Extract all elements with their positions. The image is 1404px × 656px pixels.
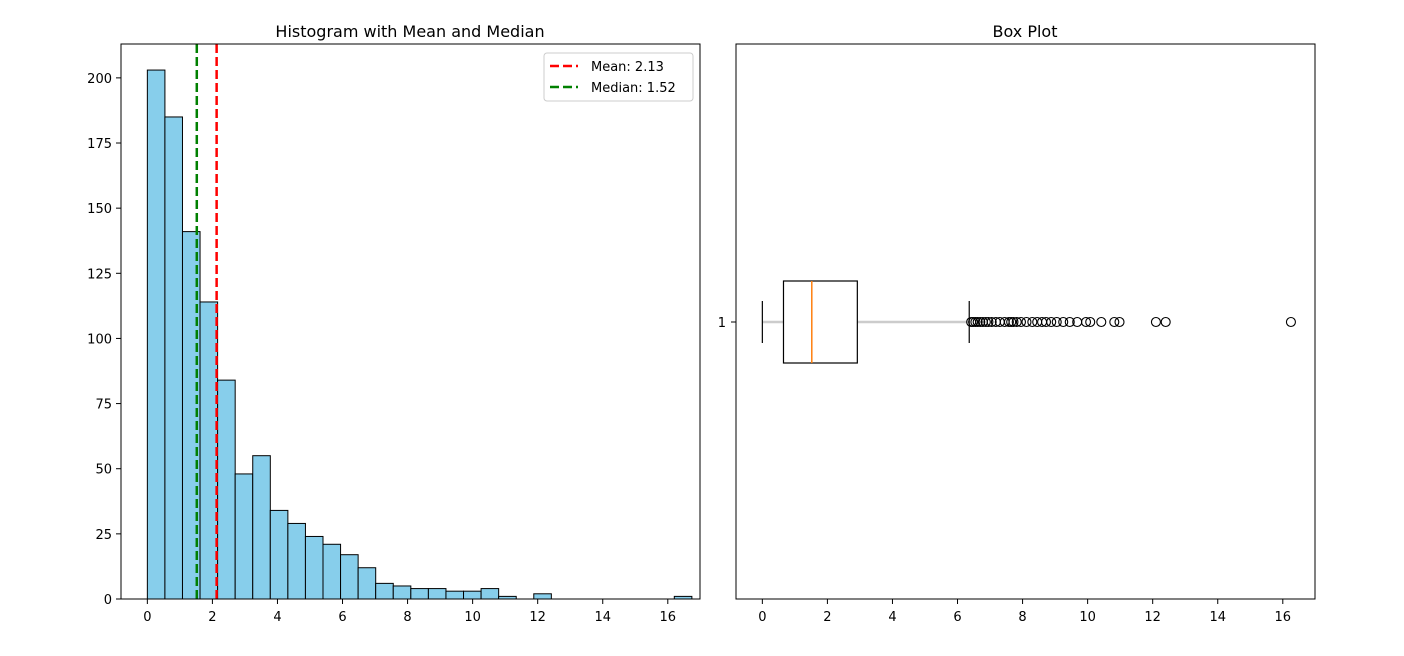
histogram-bar — [392, 585, 412, 600]
histogram-bar — [234, 473, 254, 600]
boxplot-x-tick-label: 16 — [1275, 610, 1292, 625]
boxplot-outlier-point — [1040, 316, 1052, 328]
histogram-bar — [375, 582, 394, 600]
boxplot-outlier-point — [1011, 316, 1022, 328]
boxplot-y-axis: 1 — [718, 316, 736, 331]
histogram-plot-frame — [120, 43, 701, 600]
boxplot-y-tick-label: 1 — [718, 316, 726, 331]
histogram-x-tick-label: 8 — [403, 610, 411, 625]
histogram-bar — [164, 116, 183, 600]
histogram-y-tick-label: 175 — [87, 137, 112, 152]
histogram-x-tick-label: 14 — [594, 610, 611, 625]
boxplot-body — [761, 280, 970, 364]
boxplot-outlier-point — [980, 316, 991, 328]
histogram-bar — [322, 543, 342, 600]
boxplot-x-tick-label: 4 — [888, 610, 896, 625]
histogram-x-tick-label: 4 — [273, 610, 281, 625]
boxplot-outlier-point — [1109, 316, 1120, 328]
histogram-title: Histogram with Mean and Median — [275, 22, 544, 41]
boxplot-title: Box Plot — [993, 22, 1058, 41]
boxplot-outlier-point — [1160, 316, 1171, 328]
boxplot-outlier-point — [975, 316, 986, 328]
boxplot-outlier-point — [986, 316, 997, 328]
histogram-x-tick-label: 0 — [143, 610, 151, 625]
histogram-bar — [340, 554, 359, 600]
legend-mean-label: Mean: 2.13 — [591, 60, 664, 75]
histogram-bar — [217, 379, 236, 600]
histogram-y-tick-label: 75 — [95, 398, 112, 413]
histogram-y-tick-label: 100 — [87, 332, 112, 347]
boxplot-outlier-point — [1285, 316, 1296, 328]
boxplot-outlier-point — [1008, 316, 1019, 328]
boxplot-panel: Box Plot 0 2 4 6 8 10 12 14 16 1 — [718, 22, 1316, 625]
histogram-bar — [533, 593, 552, 600]
histogram-bar — [304, 535, 324, 600]
histogram-y-tick-label: 50 — [95, 463, 112, 478]
boxplot-outlier-point — [983, 316, 994, 328]
boxplot-x-tick-label: 0 — [758, 610, 766, 625]
boxplot-outlier-point — [1150, 316, 1161, 328]
histogram-legend: Mean: 2.13 Median: 1.52 — [543, 52, 694, 102]
boxplot-x-axis: 0 2 4 6 8 10 12 14 16 — [758, 599, 1291, 625]
boxplot-outlier-point — [1096, 316, 1107, 328]
histogram-y-tick-label: 25 — [95, 528, 112, 543]
boxplot-plot-frame — [735, 43, 1316, 600]
histogram-y-tick-label: 125 — [87, 267, 112, 282]
histogram-x-tick-label: 10 — [464, 610, 481, 625]
histogram-bar — [445, 590, 465, 600]
histogram-bar — [357, 567, 377, 600]
boxplot-outlier-point — [1015, 316, 1027, 328]
histogram-bar — [427, 588, 447, 600]
boxplot-x-tick-label: 6 — [953, 610, 961, 625]
histogram-bar — [269, 509, 289, 600]
histogram-x-tick-label: 16 — [660, 610, 677, 625]
boxplot-outlier-point — [1085, 316, 1096, 328]
histogram-x-axis: 0 2 4 6 8 10 12 14 16 — [143, 599, 676, 625]
histogram-reference-lines — [195, 44, 218, 599]
boxplot-outlier-point — [1058, 316, 1069, 328]
boxplot-outlier-point — [1051, 316, 1062, 328]
boxplot-outlier-point — [1027, 316, 1038, 328]
boxplot-outlier-point — [1046, 316, 1057, 328]
histogram-bar — [199, 301, 219, 600]
boxplot-x-tick-label: 8 — [1018, 610, 1026, 625]
histogram-x-tick-label: 6 — [338, 610, 346, 625]
histogram-y-axis: 0 25 50 75 100 125 150 175 200 — [87, 72, 121, 608]
boxplot-outlier-point — [972, 316, 983, 328]
histogram-bar — [146, 69, 166, 600]
legend-median-label: Median: 1.52 — [591, 81, 676, 96]
boxplot-x-tick-label: 2 — [823, 610, 831, 625]
histogram-x-tick-label: 12 — [529, 610, 546, 625]
boxplot-outliers — [966, 316, 1296, 328]
boxplot-outlier-point — [1021, 316, 1032, 328]
histogram-bar — [480, 588, 500, 600]
histogram-y-tick-label: 0 — [104, 593, 112, 608]
boxplot-outlier-point — [1064, 316, 1075, 328]
histogram-bar — [410, 588, 429, 600]
histogram-y-tick-label: 150 — [87, 202, 112, 217]
boxplot-outlier-point — [1114, 316, 1125, 328]
histogram-bar — [252, 455, 271, 600]
histogram-x-tick-label: 2 — [208, 610, 216, 625]
histogram-panel: Histogram with Mean and Median 0 25 50 75 10… — [87, 22, 701, 625]
histogram-bar — [287, 522, 306, 600]
histogram-y-tick-label: 200 — [87, 72, 112, 87]
legend-frame — [543, 52, 694, 102]
boxplot-x-tick-label: 10 — [1079, 610, 1096, 625]
boxplot-outlier-point — [1080, 316, 1092, 328]
boxplot-box — [782, 280, 858, 364]
boxplot-x-tick-label: 12 — [1144, 610, 1161, 625]
histogram-bar — [463, 590, 482, 600]
boxplot-x-tick-label: 14 — [1209, 610, 1226, 625]
